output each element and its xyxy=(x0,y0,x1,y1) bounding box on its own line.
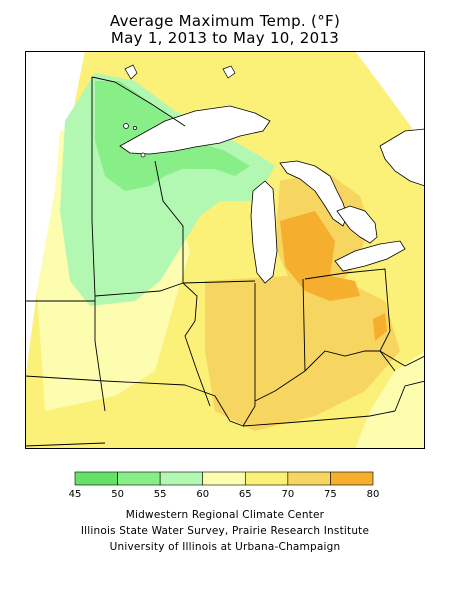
border-line xyxy=(91,77,96,297)
border-line xyxy=(94,282,184,297)
legend-tick-label: 70 xyxy=(281,489,294,500)
island-marker xyxy=(123,123,129,129)
legend-swatch xyxy=(117,471,161,486)
border-line xyxy=(344,268,391,352)
legend-tick-label: 65 xyxy=(239,489,252,500)
state-borders xyxy=(25,76,425,447)
outside-area-right xyxy=(355,51,425,146)
lake-ontario-area xyxy=(379,128,425,187)
border-line xyxy=(394,380,425,412)
border-line xyxy=(302,278,306,372)
legend-swatch xyxy=(330,471,374,486)
border-line xyxy=(379,350,425,367)
zone-75-80-michigan xyxy=(280,211,360,301)
legend-swatch xyxy=(244,471,289,486)
zone-60-65-east xyxy=(355,351,425,449)
map-title-line-2: May 1, 2013 to May 10, 2013 xyxy=(110,29,340,47)
lake-marker xyxy=(140,152,146,158)
legend-tick-label: 55 xyxy=(154,489,167,500)
border-line xyxy=(182,282,211,407)
border-line xyxy=(184,384,244,427)
border-line xyxy=(94,296,106,412)
border-line xyxy=(254,350,396,402)
color-legend: 45 50 55 60 65 70 75 80 xyxy=(69,471,380,500)
lake-erie xyxy=(334,240,406,272)
border-line xyxy=(242,410,396,427)
outside-area-left xyxy=(25,51,85,381)
border-line xyxy=(25,442,106,447)
border-line xyxy=(154,160,184,283)
lake-superior xyxy=(119,105,271,155)
map-frame xyxy=(25,51,425,449)
zone-70-75-midwest xyxy=(205,276,400,431)
lake-huron-south xyxy=(336,205,378,244)
legend-swatch xyxy=(159,471,204,486)
lake-michigan xyxy=(250,180,278,284)
island-marker xyxy=(222,65,236,79)
legend-tick-label: 75 xyxy=(324,489,337,500)
zone-75-80-ohio-river xyxy=(373,313,387,341)
island-marker xyxy=(124,64,138,80)
zone-50-55-upper-peninsula xyxy=(165,141,250,176)
credit-line-1: Midwestern Regional Climate Center xyxy=(125,509,325,521)
legend-tick-label: 60 xyxy=(196,489,209,500)
legend-tick-label: 80 xyxy=(367,489,380,500)
border-line xyxy=(304,272,346,280)
border-line xyxy=(242,283,256,427)
legend-swatch xyxy=(287,471,331,486)
credit-line-3: University of Illinois at Urbana-Champai… xyxy=(109,541,341,553)
credit-line-2: Illinois State Water Survey, Prairie Res… xyxy=(80,525,370,537)
temperature-map xyxy=(25,51,425,449)
border-line xyxy=(25,375,186,386)
border-line xyxy=(91,76,186,127)
border-line xyxy=(182,280,256,284)
legend-tick-label: 50 xyxy=(111,489,124,500)
island-marker xyxy=(133,126,137,130)
legend-swatch xyxy=(202,471,246,486)
legend-tick-label: 45 xyxy=(69,489,82,500)
legend-swatch xyxy=(74,471,118,486)
map-title-line-1: Average Maximum Temp. (°F) xyxy=(109,12,341,30)
